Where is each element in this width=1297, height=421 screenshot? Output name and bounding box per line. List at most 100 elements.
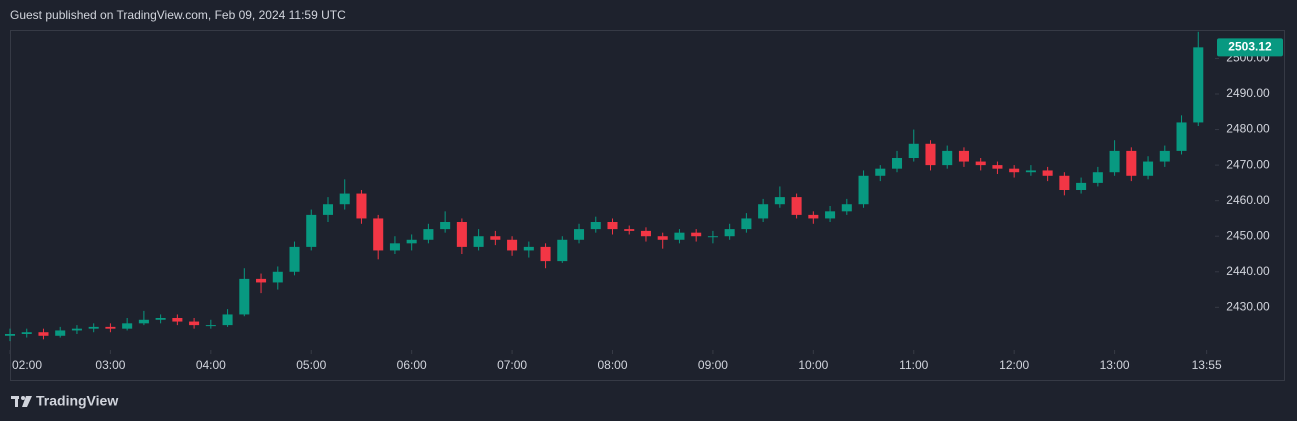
candle-body [71, 328, 82, 331]
candle-body [557, 239, 568, 262]
candle-body [473, 236, 484, 247]
candle-body [674, 232, 685, 240]
candle-body [640, 230, 651, 237]
candle-body [841, 204, 852, 212]
candle-body [724, 229, 735, 237]
candle-body [707, 236, 718, 238]
candle-body [155, 318, 166, 320]
candle-body [574, 229, 585, 240]
candle-body [289, 246, 300, 272]
candle-body [1193, 47, 1204, 123]
candle-body [507, 239, 518, 251]
candle-body [1143, 161, 1154, 176]
footer-brand: TradingView [36, 393, 118, 409]
candle-body [1025, 170, 1036, 173]
logo-part [21, 396, 25, 400]
candle-body [4, 334, 16, 336]
candle-body [1092, 172, 1103, 183]
x-tick-label: 03:00 [95, 358, 125, 372]
candle-body [21, 332, 32, 334]
candle-body [490, 236, 501, 240]
last-price-label: 2503.12 [1228, 40, 1272, 54]
x-tick-label: 13:55 [1192, 358, 1222, 372]
x-tick-label: 06:00 [397, 358, 427, 372]
candle-body [657, 236, 668, 240]
x-tick-label: 12:00 [999, 358, 1029, 372]
candle-body [440, 222, 451, 230]
candle-body [373, 218, 384, 251]
candle-body [272, 271, 283, 283]
candle-body [691, 232, 702, 237]
candle-body [808, 214, 819, 219]
x-tick-label: 07:00 [497, 358, 527, 372]
candle-body [875, 168, 886, 176]
candle-body [741, 218, 752, 230]
candle-body [975, 161, 986, 166]
y-tick-label: 2450.00 [1226, 228, 1270, 242]
candle-body [540, 246, 551, 262]
chart-frame [10, 30, 1285, 381]
candle-body [523, 246, 534, 251]
candle-body [339, 193, 350, 205]
candle-body [1042, 170, 1053, 176]
candle-body [758, 204, 769, 219]
candle-body [256, 278, 267, 283]
candle-body [1059, 175, 1070, 190]
x-tick-label: 08:00 [597, 358, 627, 372]
x-tick-label: 11:00 [899, 358, 928, 372]
candle-body [423, 229, 434, 240]
candle-body [1009, 168, 1020, 173]
x-tick-label: 05:00 [296, 358, 326, 372]
y-tick-label: 2460.00 [1226, 193, 1270, 207]
candle-body [205, 325, 216, 327]
candle-body [1159, 150, 1170, 162]
candle-body [1176, 122, 1187, 151]
brand-logo [11, 396, 32, 407]
candle-body [456, 222, 467, 247]
candle-body [406, 239, 417, 244]
candle-body [774, 197, 785, 205]
candle-body [891, 158, 903, 169]
candle-body [189, 321, 200, 326]
x-tick-label: 10:00 [798, 358, 828, 372]
x-tick-label: 02:00 [12, 358, 42, 372]
candle-body [138, 319, 149, 324]
candle-body [88, 326, 99, 329]
candle-body [1109, 150, 1120, 173]
candle-body [992, 165, 1003, 169]
chart-title: Guest published on TradingView.com, Feb … [10, 8, 346, 22]
candle-body [322, 204, 334, 215]
candle-body [607, 222, 618, 230]
logo-part [15, 396, 18, 407]
candle-body [38, 332, 49, 336]
x-tick-label: 09:00 [698, 358, 728, 372]
candle-body [908, 143, 919, 158]
last-price-tag [1217, 38, 1283, 57]
y-tick-label: 2440.00 [1226, 264, 1270, 278]
candle-body [1076, 182, 1087, 190]
candle-body [1126, 150, 1137, 176]
y-tick-label: 2430.00 [1226, 300, 1270, 314]
logo-part [22, 396, 32, 407]
candle-body [306, 214, 317, 247]
candle-body [825, 211, 836, 219]
candle-body [105, 326, 116, 329]
candle-body [222, 314, 233, 326]
candle-body [356, 193, 367, 219]
candle-body [389, 243, 400, 251]
candle-body [590, 222, 601, 230]
candle-body [791, 197, 802, 215]
candle-body [925, 143, 936, 166]
candle-body [172, 318, 183, 322]
y-tick-label: 2480.00 [1226, 122, 1270, 136]
candle-body [239, 278, 250, 315]
candle-body [958, 150, 969, 162]
y-tick-label: 2490.00 [1226, 86, 1270, 100]
y-tick-label: 2470.00 [1226, 157, 1270, 171]
candle-body [858, 175, 869, 205]
x-tick-label: 04:00 [196, 358, 226, 372]
candle-body [55, 330, 66, 336]
